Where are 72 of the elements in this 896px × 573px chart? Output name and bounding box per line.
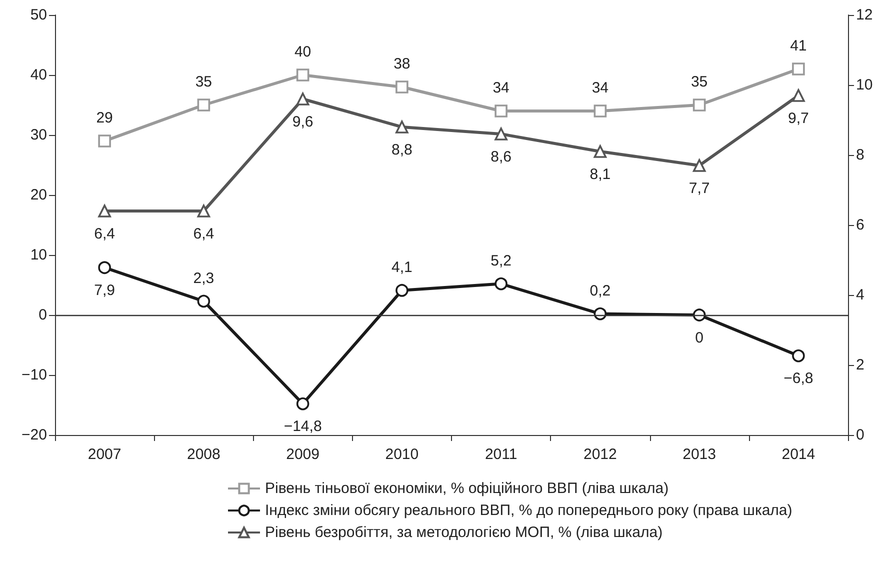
point <box>197 204 210 218</box>
data-label: −6,8 <box>784 370 814 388</box>
point <box>594 145 607 158</box>
x-tick-label: 2013 <box>682 446 716 463</box>
data-label: 6,4 <box>193 225 214 242</box>
x-tick-label: 2014 <box>782 446 816 463</box>
x-tick-label: 2008 <box>187 446 220 463</box>
y-tick-label: −20 <box>22 426 47 444</box>
legend-label: Рівень безробіття, за методологією МОП, % (ліва шкала) <box>265 524 663 541</box>
x-tick-label: 2012 <box>584 446 617 463</box>
data-label: 9,7 <box>788 110 809 127</box>
point <box>396 284 408 297</box>
data-label: 29 <box>96 110 113 127</box>
data-label: 9,6 <box>292 113 314 130</box>
y-tick-label: 30 <box>30 126 47 144</box>
y-tick-label: 40 <box>30 66 47 84</box>
point <box>296 68 310 82</box>
data-label: 34 <box>492 80 510 97</box>
data-label: 34 <box>592 80 609 97</box>
point <box>792 349 805 362</box>
data-label: 8,1 <box>590 166 611 183</box>
point <box>197 98 210 112</box>
y-tick-label: 10 <box>30 246 47 264</box>
point <box>396 80 408 94</box>
data-label: 6,4 <box>94 225 115 242</box>
point <box>296 397 310 410</box>
data-label: −14,8 <box>284 418 322 436</box>
point <box>296 92 310 106</box>
y2-tick-label: 2 <box>856 356 864 374</box>
data-label: 5,2 <box>490 252 512 270</box>
y-tick-label: 50 <box>30 6 47 24</box>
y-tick-label: −10 <box>22 366 47 384</box>
data-label: 8,6 <box>490 148 512 166</box>
point <box>197 294 210 308</box>
x-tick-label: 2009 <box>286 446 320 463</box>
y2-tick-label: 6 <box>856 216 864 234</box>
data-label: 7,9 <box>94 282 115 299</box>
point <box>594 104 607 118</box>
point <box>692 98 706 112</box>
point <box>494 104 508 118</box>
point <box>494 128 508 140</box>
legend-label: Рівень тіньової економіки, % офіційного ВВП (ліва шкала) <box>265 480 669 497</box>
y2-tick-label: 0 <box>856 426 864 444</box>
data-label: 41 <box>790 38 807 55</box>
y2-tick-label: 12 <box>856 6 873 24</box>
y-tick-label: 20 <box>30 186 47 204</box>
data-label: 0,2 <box>590 282 611 300</box>
data-label: 4,1 <box>392 259 412 276</box>
y2-tick-label: 4 <box>856 286 864 304</box>
point <box>98 261 111 274</box>
data-label: 35 <box>195 74 212 91</box>
point <box>792 89 805 102</box>
x-tick-label: 2011 <box>484 446 518 463</box>
data-label: 35 <box>690 74 708 91</box>
point <box>692 159 706 172</box>
x-tick-label: 2010 <box>385 446 419 463</box>
point <box>98 204 111 218</box>
point <box>98 134 111 148</box>
data-label: 40 <box>294 44 312 61</box>
y2-tick-label: 10 <box>856 76 873 94</box>
point <box>494 277 508 290</box>
data-label: 7,7 <box>688 180 710 197</box>
y-tick-label: 0 <box>38 306 47 324</box>
data-label: 38 <box>394 56 410 73</box>
x-tick-label: 2007 <box>88 446 122 463</box>
data-label: 2,3 <box>193 270 214 287</box>
legend-label: Індекс зміни обсягу реального ВВП, % до попереднього року (права шкала) <box>265 502 792 519</box>
point <box>396 120 408 134</box>
data-label: 8,8 <box>392 141 412 158</box>
y2-tick-label: 8 <box>856 146 864 164</box>
point <box>792 62 805 76</box>
data-label: 0 <box>695 329 704 346</box>
